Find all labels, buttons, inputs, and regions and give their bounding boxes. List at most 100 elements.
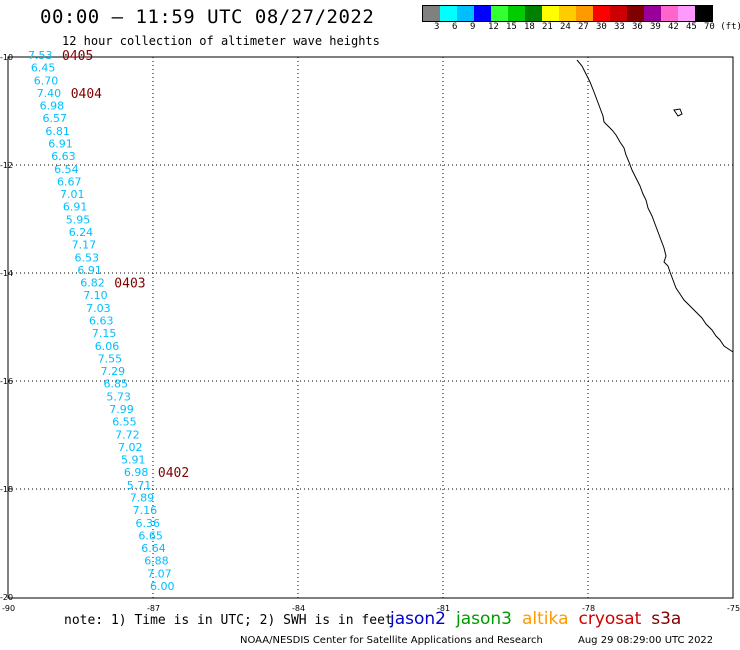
swh-value: 6.91: [48, 138, 73, 151]
lon-tick-label: -84: [292, 604, 305, 613]
time-labels: 0405 0404 0403 0402: [62, 49, 189, 481]
swh-value: 6.24: [69, 226, 94, 239]
lat-tick-label: -18: [0, 485, 13, 494]
swh-value: 6.63: [89, 315, 114, 328]
map-frame: [7, 56, 734, 599]
agency-credit: NOAA/NESDIS Center for Satellite Applica…: [240, 635, 543, 646]
swh-value: 6.98: [40, 100, 65, 113]
swh-value: 6.64: [141, 542, 166, 555]
swh-value: 6.45: [31, 62, 56, 75]
swh-value: 6.70: [34, 74, 59, 87]
colorbar-swatch: [576, 6, 593, 21]
colorbar-swatch: [457, 6, 474, 21]
colorbar-label: 21: [542, 22, 553, 32]
swh-value: 6.98: [124, 466, 148, 479]
colorbar-swatch: [440, 6, 457, 21]
lat-tick-label: -14: [0, 269, 13, 278]
swh-value: 7.07: [147, 567, 172, 580]
satellite-legend-item: jason3: [456, 609, 512, 629]
colorbar-swatch: [661, 6, 678, 21]
lat-tick-label: -10: [0, 53, 13, 62]
pass-time-label: 0405: [62, 49, 93, 64]
colorbar-label: 27: [578, 22, 589, 32]
colorbar-label: 18: [524, 22, 535, 32]
lat-lon-grid: [8, 57, 733, 598]
swh-value: 7.53: [28, 49, 53, 62]
swh-value: 7.29: [101, 365, 126, 378]
footnote: note: 1) Time is in UTC; 2) SWH is in fe…: [64, 613, 393, 628]
colorbar-swatch: [508, 6, 525, 21]
colorbar-swatch: [491, 6, 508, 21]
colorbar-label: 42: [668, 22, 679, 32]
swh-value: 6.06: [95, 340, 120, 353]
colorbar-swatch: [627, 6, 644, 21]
swh-value: 6.36: [136, 517, 161, 530]
swh-value: 6.55: [112, 416, 137, 429]
colorbar-label: 36: [632, 22, 643, 32]
colorbar-label: 9: [470, 22, 476, 32]
swh-value: 7.40: [37, 87, 62, 100]
colorbar-swatch: [525, 6, 542, 21]
swh-value: 6.91: [77, 264, 102, 277]
map-subtitle: 12 hour collection of altimeter wave hei…: [62, 34, 380, 48]
colorbar-label: 30: [596, 22, 607, 32]
swh-value: 6.81: [45, 125, 70, 138]
colorbar-label: 6: [452, 22, 458, 32]
swh-value: 5.73: [106, 390, 130, 403]
colorbar-swatch: [678, 6, 695, 21]
swh-value: 7.10: [83, 289, 108, 302]
swh-value: 6.54: [54, 163, 79, 176]
swh-value: 7.17: [72, 239, 97, 252]
lat-tick-label: -12: [0, 161, 13, 170]
pass-time-label: 0402: [158, 466, 189, 481]
lon-tick-label: -81: [437, 604, 450, 613]
satellite-legend-item: cryosat: [578, 609, 642, 629]
swh-value: 6.53: [75, 251, 100, 264]
axis-tick-labels: -90 -87 -84 -81 -78 -75 -10 -12 -14 -16 -18 -20: [0, 53, 740, 613]
swh-value: 5.95: [66, 213, 91, 226]
lon-tick-label: -90: [2, 604, 15, 613]
swh-value: 6.88: [144, 555, 169, 568]
satellite-legend: jason2 jason3 altika cryosat s3a: [390, 609, 691, 629]
swh-value: 7.72: [115, 428, 140, 441]
swh-value: 6.00: [150, 580, 175, 593]
colorbar-label: 15: [506, 22, 517, 32]
colorbar-swatch: [610, 6, 627, 21]
colorbar-swatch: [644, 6, 661, 21]
swh-value: 5.91: [121, 454, 146, 467]
colorbar-swatch: [559, 6, 576, 21]
colorbar-label: 70 (ft): [704, 22, 740, 32]
lat-tick-label: -16: [0, 377, 13, 386]
swh-value: 6.65: [138, 529, 163, 542]
swh-value: 7.16: [133, 504, 158, 517]
pass-time-label: 0403: [114, 277, 145, 292]
pass-time-label: 0404: [71, 87, 102, 102]
colorbar-label: 3: [434, 22, 440, 32]
swh-value: 6.91: [63, 201, 88, 214]
colorbar-swatch: [542, 6, 559, 21]
swh-value: 5.71: [127, 479, 152, 492]
lon-tick-label: -87: [147, 604, 160, 613]
island-outline: [673, 108, 683, 117]
swh-value: 7.01: [60, 188, 85, 201]
swh-value: 6.63: [51, 150, 75, 163]
swh-value: 6.85: [104, 378, 129, 391]
colorbar-label: 45: [686, 22, 697, 32]
wave-height-track: 7.536.456.707.406.986.576.816.916.636.54…: [28, 49, 175, 593]
colorbar-swatch: [695, 6, 712, 21]
satellite-legend-item: s3a: [651, 609, 682, 629]
map-title: 00:00 – 11:59 UTC 08/27/2022: [40, 6, 375, 28]
swh-value: 7.89: [130, 492, 155, 505]
colorbar-swatch: [474, 6, 491, 21]
satellite-legend-item: jason2: [390, 609, 446, 629]
swh-value: 7.03: [86, 302, 111, 315]
swh-value: 7.99: [109, 403, 134, 416]
wave-height-colorbar: [422, 5, 713, 22]
coastline: [576, 59, 734, 353]
lat-tick-label: -20: [0, 593, 13, 602]
colorbar-label: 24: [560, 22, 571, 32]
swh-value: 6.67: [57, 175, 82, 188]
lon-tick-label: -78: [582, 604, 595, 613]
satellite-legend-item: altika: [522, 609, 569, 629]
